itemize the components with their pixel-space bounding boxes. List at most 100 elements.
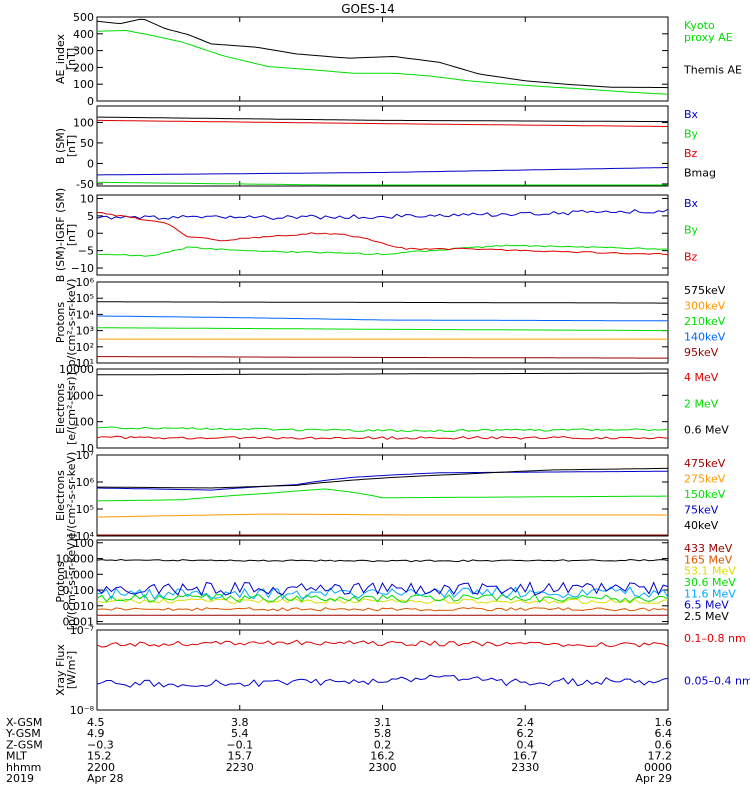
x-axis-value: 17.2: [648, 750, 673, 763]
legend-label: 53.1 MeV: [684, 565, 736, 578]
series-line-electrons2-3: [96, 470, 668, 491]
series-line-protons1-0: [97, 301, 668, 304]
series-line-bsm-3: [97, 116, 668, 123]
series-line-protons2-1: [96, 607, 669, 612]
y-tick-label: 0.100: [63, 584, 95, 597]
panel-protons1: 10¹ 10² 10³ 10⁴ 10⁵ 10⁶ Protonsp/(cm²-s-sr-keV…: [54, 276, 726, 370]
x-axis-value: Apr 29: [635, 772, 672, 785]
series-line-bsm-1: [96, 181, 668, 186]
legend-label: 0.6 MeV: [684, 424, 729, 437]
legend-label: 11.6 MeV: [684, 587, 736, 600]
series-line-electrons1-0: [96, 435, 669, 440]
legend-label: 30.6 MeV: [684, 576, 736, 589]
x-axis-value: 5.8: [374, 727, 392, 740]
series-line-ae-1: [96, 18, 669, 89]
x-axis-row-label: 2019: [6, 772, 34, 785]
chart-title: GOES-14: [341, 2, 395, 16]
x-axis-row-label: hhmm: [6, 761, 41, 774]
y-tick-label: 400: [73, 28, 94, 41]
x-axis-value: 16.7: [513, 750, 538, 763]
y-tick-label: 1.000: [63, 568, 95, 581]
y-axis-label: e/(cm²-s-sr-keV): [65, 452, 78, 540]
y-tick-label: 10¹: [76, 357, 94, 370]
y-tick-label: 10⁷: [76, 449, 94, 462]
series-line-bsm-2: [97, 119, 668, 127]
legend-label: 0.05–0.4 nm: [684, 674, 750, 687]
series-line-xray-0: [96, 639, 669, 648]
legend-label: 75keV: [684, 504, 719, 517]
y-tick-label: 10000: [59, 363, 94, 376]
legend-label: 300keV: [684, 300, 726, 313]
y-tick-label: 0: [87, 95, 94, 108]
y-tick-label: 10²: [76, 341, 94, 354]
legend-label: 140keV: [684, 331, 726, 344]
panel-electrons1: 10 100 1000 10000 Electrons[e/(cm²-s-sr)] 4 M…: [54, 363, 729, 455]
x-axis-row-label: MLT: [6, 750, 27, 763]
y-tick-label: 100: [73, 416, 94, 429]
panel-frame: [96, 629, 669, 711]
y-axis-label: [nT]: [65, 48, 78, 70]
x-axis-value: −0.1: [226, 738, 253, 751]
series-line-ae-0: [96, 29, 669, 95]
series-line-electrons2-4: [97, 467, 668, 489]
legend-label: 6.5 MeV: [684, 599, 729, 612]
panel-frame: [96, 16, 669, 102]
legend-label: Themis AE: [683, 64, 742, 77]
legend-label: Kyoto: [684, 19, 715, 32]
legend-label: 575keV: [684, 284, 726, 297]
y-axis-label: [p/(cm²-s-sr-keV)]: [65, 534, 78, 631]
series-line-protons2-6: [96, 558, 669, 563]
series-line-protons1-2: [96, 327, 668, 332]
x-axis-value: 15.7: [228, 750, 253, 763]
panel-protons2: 0.001 0.010 0.100 1.000 10.000 100 Protons[p/(…: [54, 534, 736, 631]
series-line-xray-1: [96, 674, 669, 688]
legend-label: 165 MeV: [684, 553, 733, 566]
y-axis-label: [e/(cm²-s-sr)]: [65, 372, 78, 445]
panel-frame: [96, 539, 669, 625]
y-tick-label: 300: [73, 45, 94, 58]
y-tick-label: −5: [78, 245, 94, 258]
y-axis-label: p/(cm²-s-sr-keV): [65, 279, 78, 367]
x-axis-value: 2230: [226, 761, 254, 774]
x-axis-value: 3.8: [231, 716, 249, 729]
series-line-protons1-3: [97, 315, 668, 322]
y-axis-label: Electrons: [54, 470, 67, 521]
x-axis-value: 2.4: [517, 716, 535, 729]
y-tick-label: 5: [87, 210, 94, 223]
legend-label: 95keV: [684, 346, 719, 359]
x-axis-value: 0.2: [374, 738, 392, 751]
x-axis-value: 3.1: [374, 716, 392, 729]
y-axis-label: B (SM): [54, 128, 67, 164]
legend-label: Bz: [684, 147, 698, 160]
panel-frame: [96, 368, 669, 449]
y-tick-label: 10⁻⁸: [70, 704, 95, 717]
x-axis-value: 2330: [511, 761, 539, 774]
y-tick-label: 0.010: [63, 600, 95, 613]
legend-label: 275keV: [684, 473, 726, 486]
y-axis-label: B (SM)-IGRF (SM): [54, 188, 67, 282]
y-tick-label: 10⁴: [76, 308, 95, 321]
legend-label: 4 MeV: [684, 371, 719, 384]
panel-bigrf: −10 −5 0 5 10 B (SM)-IGRF (SM)[nT] Bx By Bz: [54, 188, 699, 282]
x-axis-value: 16.2: [370, 750, 395, 763]
y-tick-label: 10⁶: [76, 276, 95, 289]
panel-frame: [96, 281, 669, 364]
series-line-electrons2-2: [96, 488, 668, 502]
x-axis-value: 6.4: [655, 727, 673, 740]
legend-label: 210keV: [684, 315, 726, 328]
panel-bsm: -50 0 50 100 B (SM)[nT] Bx By Bz Bmag: [54, 105, 716, 191]
x-axis-value: 0.4: [517, 738, 535, 751]
y-tick-label: 100: [73, 537, 94, 550]
y-tick-label: −10: [71, 262, 94, 275]
legend-label: 433 MeV: [684, 542, 733, 555]
y-axis-label: Electrons: [54, 383, 67, 434]
y-tick-label: 1000: [66, 389, 94, 402]
series-line-bigrf-0: [96, 208, 669, 221]
y-tick-label: 0.001: [63, 616, 95, 629]
y-tick-label: 10³: [76, 325, 94, 338]
y-tick-label: 10⁻⁷: [70, 624, 94, 637]
